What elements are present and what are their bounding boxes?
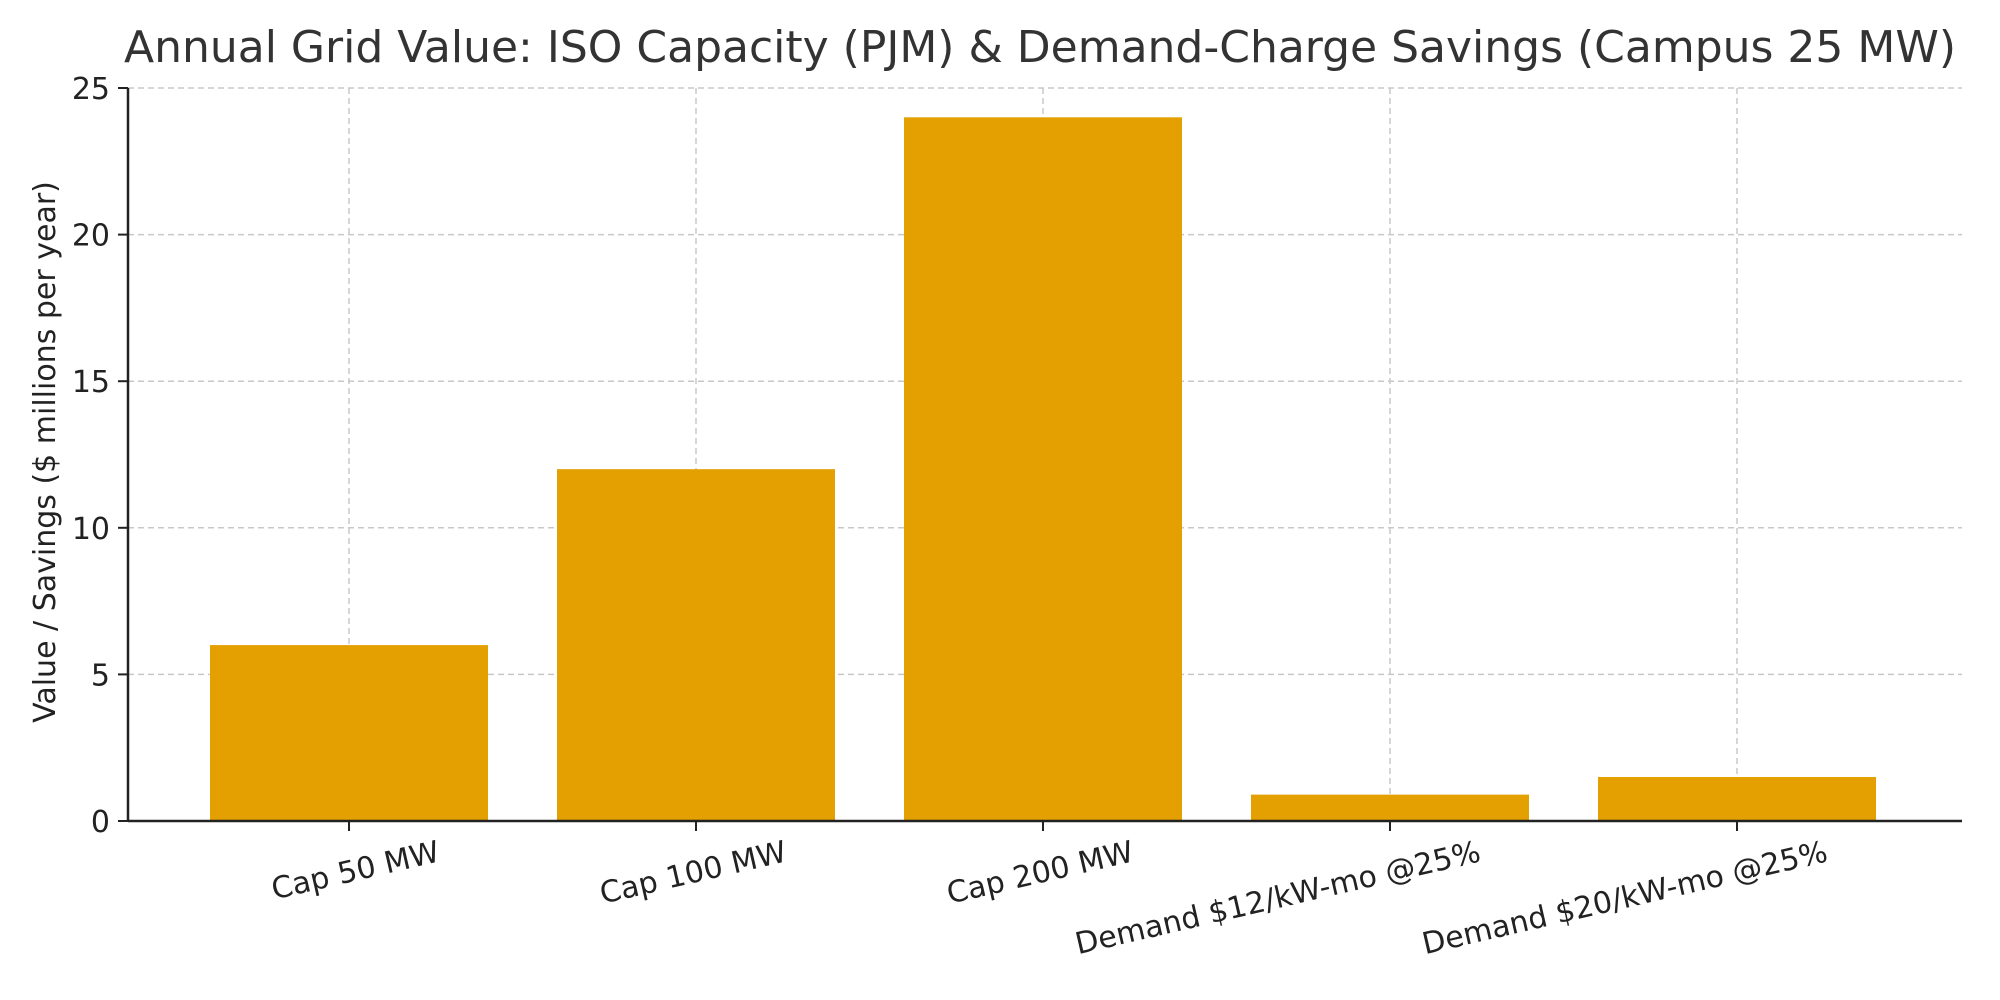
x-tick-label: Cap 100 MW (597, 835, 790, 912)
axes (118, 87, 1962, 831)
bar (210, 645, 488, 821)
x-tick-label: Cap 50 MW (268, 835, 443, 908)
y-axis-label: Value / Savings ($ millions per year) (28, 181, 63, 723)
y-tick-label: 20 (72, 219, 110, 254)
chart-title: Annual Grid Value: ISO Capacity (PJM) & … (124, 22, 1956, 73)
y-tick-label: 15 (72, 365, 110, 400)
y-tick-label: 10 (72, 512, 110, 547)
bar (557, 469, 835, 821)
bar (904, 117, 1182, 821)
x-tick-label: Demand $20/kW-mo @25% (1419, 835, 1831, 962)
bar (1251, 794, 1529, 821)
x-tick-label: Cap 200 MW (944, 835, 1137, 912)
bar (1598, 777, 1876, 821)
y-tick-label: 5 (91, 658, 110, 693)
bars (210, 117, 1876, 821)
y-tick-label: 0 (91, 805, 110, 840)
y-tick-label: 25 (72, 72, 110, 107)
